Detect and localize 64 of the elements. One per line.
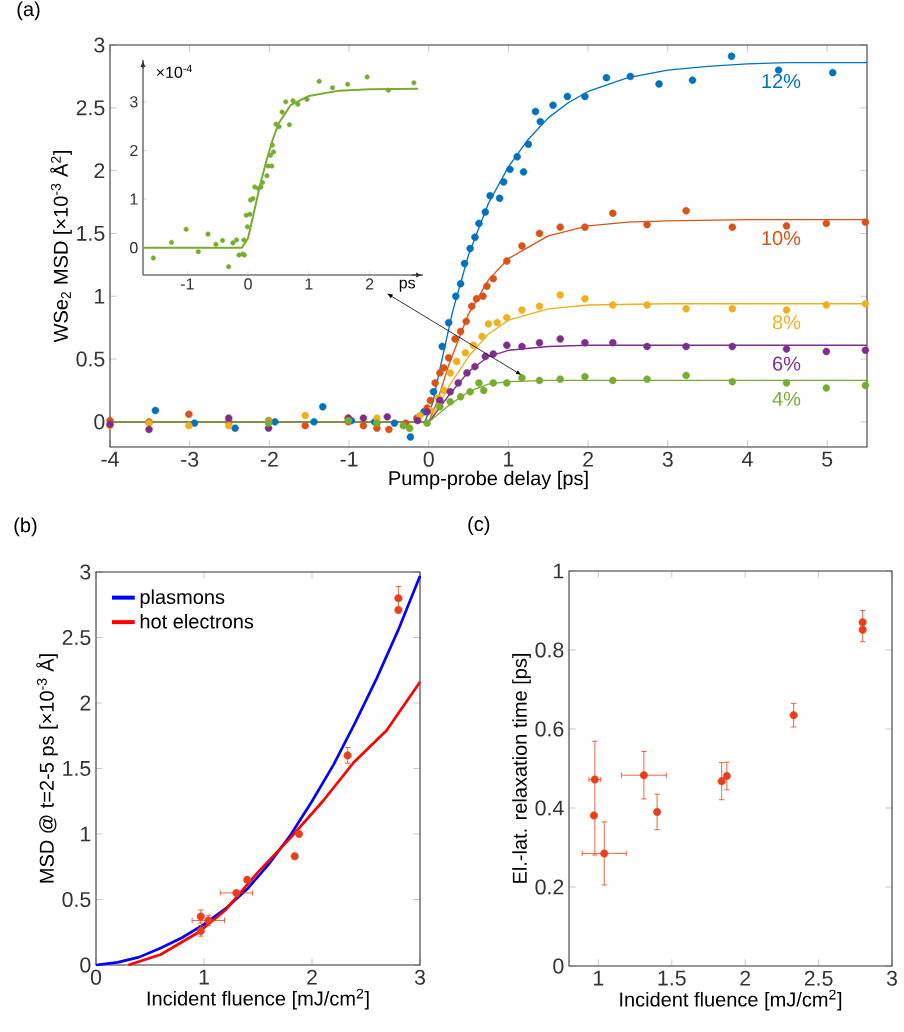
chart-title: (c) — [468, 516, 490, 535]
y-tick-label: 1 — [130, 193, 138, 205]
series-label: 6% — [773, 356, 801, 371]
x-tick-label: 1 — [199, 969, 209, 985]
x-axis-title: Incident fluence [mJ/cm$^{2}$] — [620, 989, 842, 1011]
x-axis-title: ps — [399, 279, 416, 292]
y-tick-label: 0.8 — [535, 642, 564, 658]
y-tick-label: 1 — [81, 826, 91, 842]
x-tick-label: 1 — [504, 451, 514, 467]
series-label: 8% — [772, 315, 801, 330]
y-tick-label: 2.5 — [62, 629, 91, 646]
x-tick-label: 2 — [740, 970, 751, 986]
x-tick-label: -3 — [181, 451, 199, 467]
x-axis-title: Incident fluence [mJ/cm$^{2}$] — [147, 988, 369, 1010]
x-tick-label: 3 — [662, 451, 673, 467]
x-tick-label: -4 — [101, 451, 119, 467]
x-tick-label: -1 — [340, 451, 358, 467]
y-tick-label: 0 — [130, 242, 138, 254]
y-tick-label: 1.5 — [63, 761, 91, 776]
y-tick-label: 0 — [94, 414, 105, 430]
series-label: 4% — [772, 391, 801, 406]
x-tick-label: -2 — [260, 451, 278, 467]
series-label: 10% — [762, 230, 801, 246]
y-axis-title: El.-lat. relaxation time [ps] — [512, 653, 531, 883]
x-tick-label: 2 — [365, 278, 374, 290]
y-tick-label: 1 — [95, 288, 105, 304]
y-axis-title: ×10$^{-4}$ — [156, 64, 193, 78]
y-tick-label: 0 — [553, 958, 564, 974]
x-tick-label: 1.5 — [658, 970, 686, 986]
y-tick-label: 3 — [130, 96, 138, 108]
y-axis-title: WSe$_{2}$ MSD [×10$^{-3}$ Å$^{2}$] — [50, 151, 72, 343]
x-tick-label: 1 — [305, 278, 313, 290]
y-tick-label: 0.2 — [535, 879, 564, 895]
y-tick-label: 1 — [554, 563, 564, 579]
y-tick-label: 0 — [80, 957, 91, 973]
x-tick-label: 2.5 — [804, 970, 833, 986]
x-tick-label: 2 — [307, 969, 317, 985]
x-tick-label: 3 — [414, 969, 425, 985]
y-tick-label: 2 — [130, 144, 138, 157]
series-label: 12% — [762, 73, 801, 89]
y-tick-label: 0.6 — [535, 721, 564, 737]
y-tick-label: 0.4 — [535, 800, 564, 816]
x-axis-title: Pump-probe delay [ps] — [389, 470, 588, 490]
x-tick-label: 1 — [594, 970, 604, 986]
x-tick-label: 2 — [583, 451, 593, 467]
chart-title: (a) — [17, 1, 40, 21]
x-tick-label: 0 — [423, 451, 434, 467]
y-tick-label: 3 — [94, 37, 105, 53]
legend-label: plasmons — [140, 589, 225, 609]
legend-label: hot electrons — [140, 613, 254, 629]
chart-title: (b) — [14, 517, 37, 537]
x-tick-label: -1 — [180, 278, 194, 290]
x-tick-label: 4 — [742, 451, 753, 467]
x-tick-label: 0 — [244, 278, 252, 290]
x-tick-label: 3 — [886, 970, 897, 986]
y-tick-label: 2.5 — [76, 100, 105, 116]
y-tick-label: 3 — [80, 564, 91, 580]
y-tick-label: 2 — [80, 695, 91, 711]
y-tick-label: 1.5 — [77, 225, 105, 241]
y-tick-label: 0.5 — [76, 351, 105, 367]
y-tick-label: 0.5 — [62, 891, 91, 908]
y-axis-title: MSD @ t=2-5 ps [×10$^{-3}$ Å] — [36, 654, 58, 883]
y-tick-label: 2 — [94, 163, 105, 179]
x-tick-label: 5 — [822, 451, 833, 467]
